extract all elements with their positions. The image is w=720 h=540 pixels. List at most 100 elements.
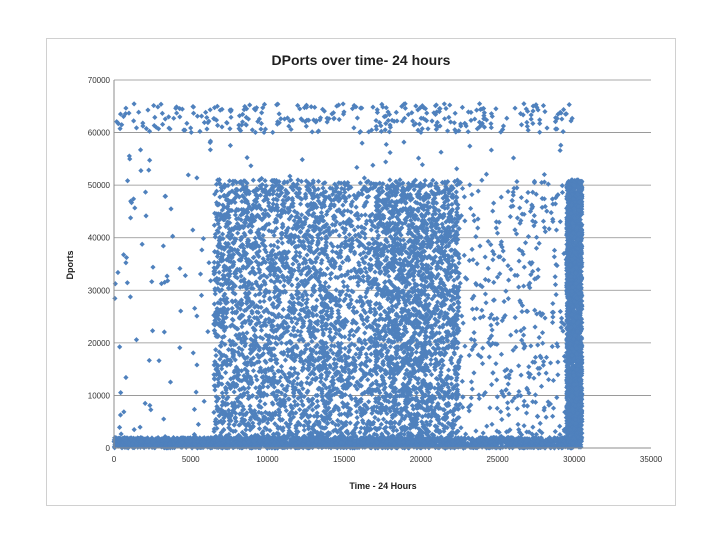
data-point: [240, 111, 246, 117]
data-point: [286, 216, 292, 222]
data-point: [365, 314, 371, 321]
data-point: [305, 421, 311, 427]
data-point: [265, 432, 271, 438]
data-point: [291, 378, 297, 384]
data-point: [276, 267, 282, 273]
data-point: [451, 120, 457, 126]
data-point: [136, 109, 142, 115]
data-point: [227, 337, 233, 344]
data-point: [297, 406, 303, 413]
data-point: [315, 218, 321, 224]
data-point: [286, 428, 292, 434]
data-point: [310, 205, 316, 211]
data-point: [334, 208, 340, 214]
data-point: [212, 359, 218, 365]
data-point: [283, 314, 289, 320]
data-point: [311, 117, 317, 123]
data-point: [287, 379, 293, 385]
data-point: [323, 399, 330, 405]
data-point: [337, 250, 343, 256]
data-point: [355, 420, 361, 426]
data-point: [313, 304, 319, 310]
data-point: [334, 429, 341, 435]
data-point: [254, 359, 260, 365]
data-point: [289, 372, 296, 378]
data-point: [238, 273, 244, 279]
data-point: [344, 283, 350, 290]
data-point: [366, 129, 372, 135]
data-point: [279, 321, 285, 327]
data-point: [321, 248, 327, 254]
data-point: [315, 178, 322, 185]
data-point: [225, 306, 231, 312]
data-point: [362, 231, 368, 237]
data-point: [346, 343, 352, 349]
data-point: [308, 273, 315, 280]
data-point: [252, 337, 258, 343]
data-point: [315, 357, 321, 363]
data-point: [349, 360, 355, 366]
data-point: [259, 380, 266, 386]
data-point: [112, 295, 118, 302]
data-point: [363, 358, 369, 364]
data-point: [323, 228, 330, 234]
data-point: [239, 235, 245, 241]
data-point: [242, 340, 249, 347]
data-point: [246, 314, 252, 320]
data-point: [363, 294, 369, 300]
data-point: [370, 236, 376, 242]
data-point: [383, 141, 389, 148]
data-point: [218, 184, 224, 191]
data-point: [379, 328, 385, 334]
data-point: [335, 190, 342, 196]
data-point: [374, 107, 380, 113]
data-point: [291, 393, 297, 399]
data-point: [215, 251, 221, 257]
data-point: [333, 390, 340, 396]
data-point: [252, 107, 258, 113]
data-point: [222, 409, 228, 415]
data-point: [296, 295, 302, 301]
data-point: [276, 407, 282, 413]
data-point: [190, 350, 196, 356]
data-point: [265, 256, 271, 262]
data-point: [318, 355, 324, 361]
data-point: [557, 147, 563, 154]
data-point: [326, 384, 332, 390]
data-point: [267, 349, 274, 355]
data-point: [311, 210, 317, 216]
data-point: [260, 384, 266, 390]
data-point: [240, 265, 246, 271]
data-point: [298, 350, 304, 356]
data-point: [428, 314, 434, 320]
data-point: [296, 388, 302, 394]
data-point: [371, 339, 377, 345]
data-point: [315, 403, 321, 409]
data-point: [350, 433, 356, 440]
data-point: [297, 250, 303, 256]
data-point: [473, 428, 479, 434]
data-point: [549, 319, 556, 326]
data-point: [228, 382, 234, 389]
data-point: [354, 415, 360, 421]
data-point: [237, 400, 244, 406]
data-point: [354, 386, 360, 392]
data-point: [347, 347, 353, 353]
data-point: [368, 309, 374, 315]
data-point: [345, 431, 351, 437]
data-point: [227, 236, 233, 242]
data-point: [324, 407, 330, 414]
data-point: [224, 279, 230, 285]
data-point: [221, 316, 227, 322]
data-point: [530, 103, 536, 109]
data-point: [239, 181, 245, 187]
data-point: [322, 362, 329, 368]
data-point: [346, 408, 352, 414]
data-point: [303, 123, 309, 129]
data-point: [310, 330, 316, 336]
data-point: [166, 125, 172, 131]
data-point: [351, 366, 358, 372]
data-point: [302, 214, 308, 221]
data-point: [280, 425, 286, 431]
data-point: [232, 247, 238, 253]
